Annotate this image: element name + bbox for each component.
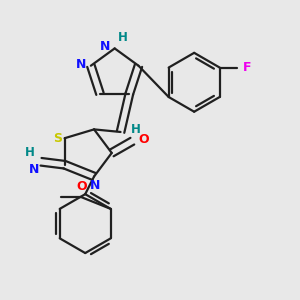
- Text: O: O: [138, 133, 149, 146]
- Text: F: F: [243, 61, 252, 74]
- Text: S: S: [53, 132, 62, 145]
- Text: N: N: [90, 179, 101, 192]
- Text: H: H: [25, 146, 35, 159]
- Text: N: N: [29, 163, 40, 176]
- Text: H: H: [118, 31, 128, 44]
- Text: H: H: [131, 122, 141, 136]
- Text: O: O: [76, 180, 87, 193]
- Text: N: N: [76, 58, 86, 71]
- Text: N: N: [100, 40, 110, 53]
